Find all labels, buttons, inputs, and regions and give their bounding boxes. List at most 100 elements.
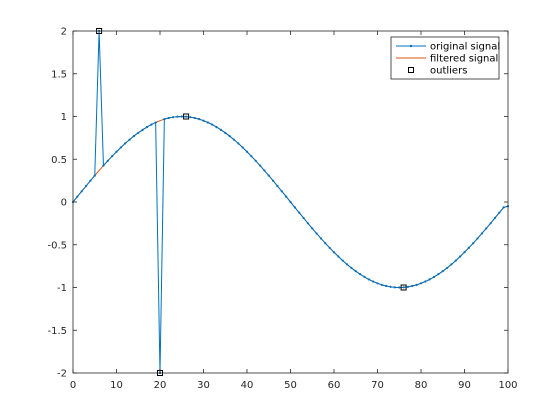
x-tick-label: 100 <box>498 380 517 391</box>
data-point-original-signal <box>132 134 135 138</box>
data-point-original-signal <box>193 116 196 120</box>
y-tick-label: 0.5 <box>51 155 67 166</box>
data-point-original-signal <box>232 138 236 141</box>
data-point-original-signal <box>237 142 240 145</box>
data-point-original-signal <box>285 195 288 198</box>
data-point-original-signal <box>428 278 431 281</box>
data-point-original-signal <box>363 275 366 278</box>
data-point-original-signal <box>84 184 88 188</box>
data-point-original-signal <box>341 259 344 262</box>
x-tick-label: 90 <box>458 380 471 391</box>
x-tick-label: 80 <box>415 380 428 391</box>
data-point-original-signal <box>198 118 201 121</box>
data-point-original-signal <box>306 222 309 225</box>
data-point-original-signal <box>372 280 375 283</box>
data-point-original-signal <box>446 266 449 270</box>
data-point-original-signal <box>302 216 305 220</box>
data-point-original-signal <box>337 255 340 258</box>
data-point-original-signal <box>298 211 301 214</box>
data-point-original-signal <box>241 146 244 149</box>
data-point-original-signal <box>115 150 118 153</box>
data-point-original-signal <box>406 285 410 288</box>
data-point-original-signal <box>332 251 336 254</box>
data-point-original-signal <box>141 128 144 131</box>
y-tick-label: 1.5 <box>51 69 67 80</box>
legend: original signal filtered signal outliers <box>390 36 500 80</box>
data-point-original-signal <box>489 222 492 225</box>
data-point-original-signal <box>485 227 488 230</box>
data-point-original-signal <box>393 286 396 289</box>
data-point-original-signal <box>76 195 79 198</box>
data-point-original-signal <box>311 227 314 230</box>
y-tick-label: 0 <box>61 198 67 209</box>
data-point-original-signal <box>480 232 483 235</box>
x-tick-label: 30 <box>197 380 210 391</box>
data-point-original-signal <box>476 237 479 240</box>
data-point-original-signal <box>315 232 318 235</box>
axis-ticks: 0 10 20 30 40 50 60 70 80 90 100 -2 -1.5 -1 -0.5 0 0.5 1 1… <box>47 27 517 392</box>
data-point-original-signal <box>145 126 149 129</box>
data-point-original-signal <box>437 273 440 276</box>
data-point-original-signal <box>432 275 436 278</box>
y-tick-label: -2 <box>57 369 67 380</box>
data-point-original-signal <box>102 164 105 167</box>
data-point-original-signal <box>467 246 470 249</box>
data-point-original-signal <box>289 200 292 204</box>
x-tick-label: 60 <box>328 380 341 391</box>
data-point-original-signal <box>385 284 388 288</box>
legend-label-filtered-signal: filtered signal <box>430 54 498 65</box>
data-point-original-signal <box>263 169 266 172</box>
legend-label-outliers: outliers <box>430 66 467 77</box>
data-point-original-signal <box>324 242 327 245</box>
data-point-original-signal <box>185 115 188 118</box>
data-point-original-signal <box>137 131 140 134</box>
data-point-original-signal <box>211 123 214 126</box>
data-point-original-signal <box>224 131 227 134</box>
data-point-original-signal <box>80 190 83 193</box>
outlier-marker <box>400 284 407 291</box>
data-point-original-signal <box>245 150 249 153</box>
data-point-original-signal <box>472 242 475 245</box>
data-point-original-signal <box>450 263 453 266</box>
data-point-original-signal <box>219 128 222 131</box>
data-point-original-signal <box>419 282 423 285</box>
data-point-original-signal <box>389 285 392 288</box>
data-point-original-signal <box>176 115 179 118</box>
x-tick-label: 20 <box>154 380 167 391</box>
data-point-original-signal <box>202 119 205 122</box>
legend-label-original-signal: original signal <box>430 42 500 53</box>
data-point-original-signal <box>93 174 96 177</box>
x-tick-label: 50 <box>284 380 297 391</box>
data-point-original-signal <box>359 273 362 276</box>
data-point-original-signal <box>258 164 262 167</box>
x-tick-label: 0 <box>70 380 76 391</box>
data-point-original-signal <box>124 142 127 145</box>
data-point-original-signal <box>111 155 114 158</box>
data-point-original-signal <box>128 138 131 141</box>
data-point-original-signal <box>280 190 283 193</box>
data-point-original-signal <box>319 237 323 240</box>
data-point-original-signal <box>498 211 501 214</box>
x-tick-label: 10 <box>110 380 123 391</box>
data-point-original-signal <box>206 121 209 124</box>
y-tick-label: -1.5 <box>47 326 67 337</box>
data-point-original-signal <box>154 121 157 124</box>
data-point-original-signal <box>424 280 427 283</box>
data-point-original-signal <box>171 116 175 119</box>
data-point-original-signal <box>415 283 418 286</box>
data-point-original-signal <box>254 159 257 162</box>
data-point-original-signal <box>345 263 349 266</box>
x-tick-label: 40 <box>241 380 254 391</box>
data-point-original-signal <box>163 118 166 121</box>
legend-marker-original-signal <box>409 44 413 48</box>
data-point-original-signal <box>367 278 370 281</box>
y-tick-label: -0.5 <box>47 240 67 251</box>
data-point-original-signal <box>293 206 296 209</box>
data-point-original-signal <box>380 283 383 286</box>
data-point-original-signal <box>402 286 405 289</box>
data-point-original-signal <box>267 174 270 177</box>
y-tick-label: 1 <box>61 112 67 123</box>
plot-area <box>71 28 510 376</box>
